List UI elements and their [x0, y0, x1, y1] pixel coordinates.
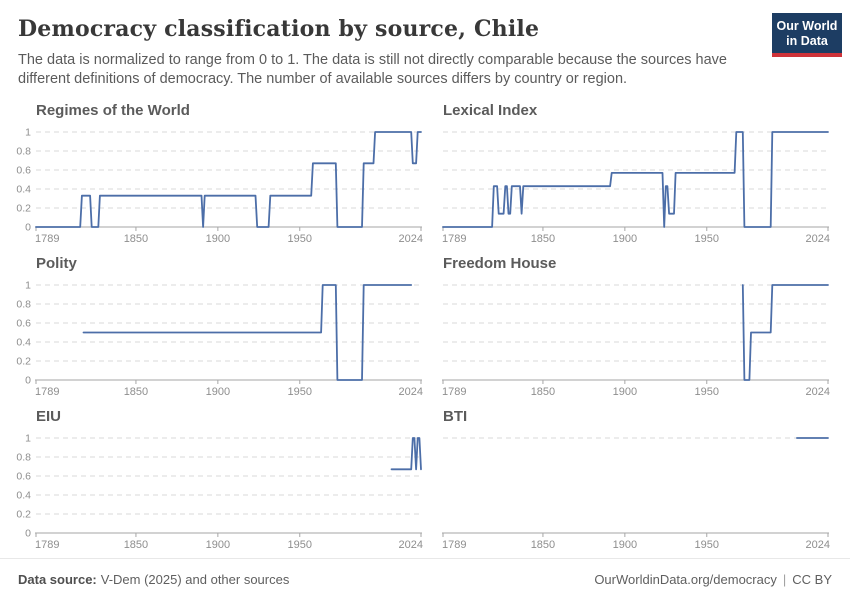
svg-text:1950: 1950	[288, 233, 312, 245]
svg-text:1789: 1789	[442, 539, 466, 551]
svg-text:1850: 1850	[124, 386, 148, 398]
svg-text:1900: 1900	[613, 539, 637, 551]
svg-text:0.4: 0.4	[16, 490, 31, 502]
svg-text:1: 1	[25, 127, 31, 139]
svg-text:2024: 2024	[806, 233, 830, 245]
footer-credit: OurWorldinData.org/democracy | CC BY	[594, 572, 832, 587]
svg-text:0.8: 0.8	[16, 299, 31, 311]
svg-text:0.8: 0.8	[16, 146, 31, 158]
charts-grid: Regimes of the World 1789 1850 1900 1950 2024…	[16, 102, 834, 552]
svg-text:1789: 1789	[35, 539, 59, 551]
header: Democracy classification by source, Chil…	[0, 0, 850, 89]
svg-text:2024: 2024	[806, 539, 830, 551]
chart-lexical-index: 1789 1850 1900 1950 2024	[442, 131, 830, 245]
chart-title-eiu: EIU	[36, 408, 62, 425]
chart-title-freedom-house: Freedom House	[443, 255, 557, 272]
chart-panel-regimes-of-the-world: Regimes of the World 1789 1850 1900 1950 2024…	[16, 102, 426, 246]
svg-text:1950: 1950	[695, 233, 719, 245]
svg-text:1: 1	[25, 280, 31, 292]
chart-panel-eiu: EIU 1789 1850 1900 1950 2024 1 0.8 0.6 0.4 0.2 0	[16, 408, 426, 552]
svg-text:2024: 2024	[399, 386, 423, 398]
svg-text:0.2: 0.2	[16, 203, 31, 215]
svg-text:0.6: 0.6	[16, 471, 31, 483]
svg-text:1950: 1950	[695, 539, 719, 551]
chart-title-regimes-of-the-world: Regimes of the World	[36, 102, 190, 119]
svg-text:0.2: 0.2	[16, 356, 31, 368]
owid-logo-line1: Our World	[776, 19, 838, 33]
credit-separator: |	[782, 572, 787, 587]
svg-text:0.6: 0.6	[16, 318, 31, 330]
chart-bti: 1789 1850 1900 1950 2024	[442, 437, 830, 551]
page-title: Democracy classification by source, Chil…	[18, 16, 540, 42]
svg-text:0.4: 0.4	[16, 337, 31, 349]
chart-panel-bti: BTI 1789 1850 1900 1950 2024	[436, 408, 834, 552]
chart-regimes-of-the-world: 1789 1850 1900 1950 2024 1 0.8 0.6 0.4 0.2 0	[16, 127, 423, 246]
owid-logo[interactable]: Our World in Data	[772, 13, 842, 57]
svg-text:2024: 2024	[806, 386, 830, 398]
svg-text:1850: 1850	[124, 539, 148, 551]
svg-text:1850: 1850	[531, 386, 555, 398]
svg-text:1789: 1789	[442, 233, 466, 245]
svg-text:2024: 2024	[399, 233, 423, 245]
svg-text:1: 1	[25, 433, 31, 445]
data-source-link[interactable]: V-Dem (2025) and other sources	[100, 572, 290, 587]
svg-text:0: 0	[25, 375, 31, 387]
credit-link[interactable]: OurWorldinData.org/democracy	[594, 572, 777, 587]
svg-text:1900: 1900	[206, 233, 230, 245]
svg-text:1789: 1789	[35, 386, 59, 398]
chart-eiu: 1789 1850 1900 1950 2024 1 0.8 0.6 0.4 0.2 0	[16, 433, 423, 552]
data-source-label: Data source:	[18, 572, 97, 587]
svg-text:1900: 1900	[206, 386, 230, 398]
data-source: Data source: V-Dem (2025) and other sourc…	[18, 572, 289, 587]
owid-logo-line2: in Data	[786, 34, 828, 48]
chart-panel-polity: Polity 1789 1850 1900 1950 2024 1 0.8 0.6 0.4 0.2 0	[16, 255, 426, 399]
svg-text:0.8: 0.8	[16, 452, 31, 464]
svg-text:1850: 1850	[124, 233, 148, 245]
svg-text:0: 0	[25, 222, 31, 234]
svg-text:0.6: 0.6	[16, 165, 31, 177]
svg-text:1950: 1950	[695, 386, 719, 398]
svg-text:0: 0	[25, 528, 31, 540]
chart-title-bti: BTI	[443, 408, 468, 425]
svg-text:1950: 1950	[288, 539, 312, 551]
svg-text:1900: 1900	[613, 386, 637, 398]
chart-polity: 1789 1850 1900 1950 2024 1 0.8 0.6 0.4 0.2 0	[16, 280, 423, 399]
chart-title-lexical-index: Lexical Index	[443, 102, 538, 119]
svg-text:1789: 1789	[442, 386, 466, 398]
license-link[interactable]: CC BY	[792, 572, 832, 587]
svg-text:1850: 1850	[531, 539, 555, 551]
svg-text:0.4: 0.4	[16, 184, 31, 196]
svg-text:1900: 1900	[613, 233, 637, 245]
chart-title-polity: Polity	[36, 255, 77, 272]
svg-text:1850: 1850	[531, 233, 555, 245]
svg-text:1900: 1900	[206, 539, 230, 551]
chart-panel-freedom-house: Freedom House 1789 1850 1900 1950 2024	[436, 255, 834, 399]
svg-text:1789: 1789	[35, 233, 59, 245]
page-subtitle: The data is normalized to range from 0 t…	[18, 52, 727, 87]
chart-panel-lexical-index: Lexical Index 1789 1850 1900 1950 2024	[436, 102, 834, 246]
footer: Data source: V-Dem (2025) and other sourc…	[0, 558, 850, 600]
chart-freedom-house: 1789 1850 1900 1950 2024	[442, 284, 830, 398]
svg-text:0.2: 0.2	[16, 509, 31, 521]
svg-text:1950: 1950	[288, 386, 312, 398]
svg-text:2024: 2024	[399, 539, 423, 551]
